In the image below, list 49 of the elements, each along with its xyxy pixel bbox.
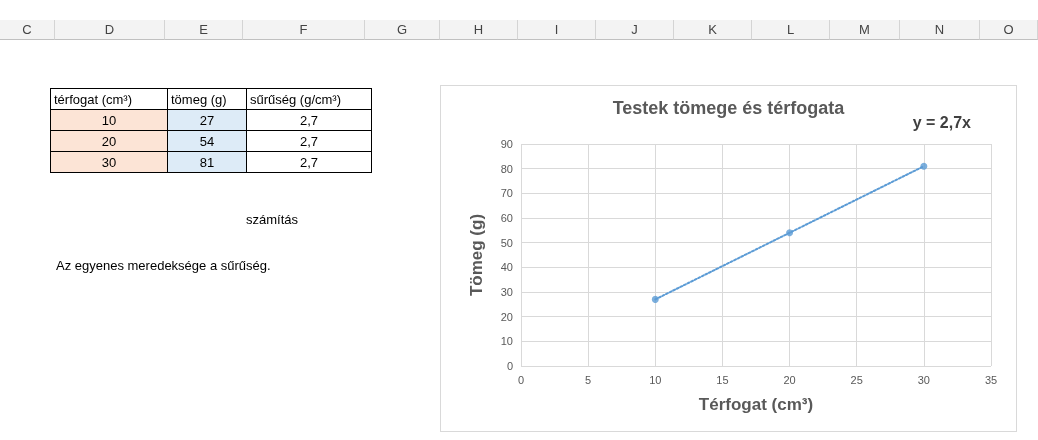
text: 81 [167,151,247,173]
category-label: D [55,20,165,40]
category-label: G [365,20,440,40]
text: sűrűség (g/cm³) [246,88,372,110]
category-label: L [752,20,830,40]
text: térfogat (cm³) [50,88,168,110]
category-label: E [165,20,243,40]
text: 2,7 [246,109,372,131]
x-tick-label: 0 [517,373,525,386]
x-tick-label: 15 [716,373,729,386]
y-tick-label: 90 [500,138,513,150]
category-label: F [243,20,365,40]
y-tick-label: 40 [500,261,513,274]
x-axis-title: Térfogat (cm³) [698,395,814,414]
category-label: O [980,20,1038,40]
y-tick-label: 10 [500,335,513,348]
text: tömeg (g) [167,88,247,110]
y-tick-label: 80 [500,162,513,175]
text: 10 [50,109,168,131]
category-label: J [596,20,674,40]
text: 54 [167,130,247,152]
category-label: H [440,20,518,40]
x-tick-label: 35 [984,373,998,386]
category-label: N [900,20,980,40]
y-tick-label: 60 [500,212,513,224]
text: 2,7 [246,151,372,173]
text: 20 [50,130,168,152]
y-axis-title: Tömeg (g) [467,213,486,297]
text: Az egyenes meredeksége a sűrűség. [56,258,271,273]
text: 27 [167,109,247,131]
x-tick-label: 5 [585,373,592,386]
category-label: M [830,20,900,40]
y-tick-label: 50 [500,236,513,249]
chart-title: Testek tömege és térfogata [612,98,846,118]
category-label: I [518,20,596,40]
x-tick-label: 20 [783,373,796,386]
text: 30 [50,151,168,173]
y-tick-label: 30 [500,286,513,298]
y-tick-label: 0 [506,360,513,372]
y-tick-label: 20 [500,310,513,323]
x-tick-label: 30 [917,373,930,386]
text: 2,7 [246,130,372,152]
text: y = 2,7x [912,113,972,131]
category-label: C [0,20,55,40]
y-tick-label: 70 [500,187,513,200]
category-label: K [674,20,752,40]
x-tick-label: 10 [649,373,662,386]
x-tick-label: 25 [850,373,863,386]
text: számítás [246,212,299,227]
